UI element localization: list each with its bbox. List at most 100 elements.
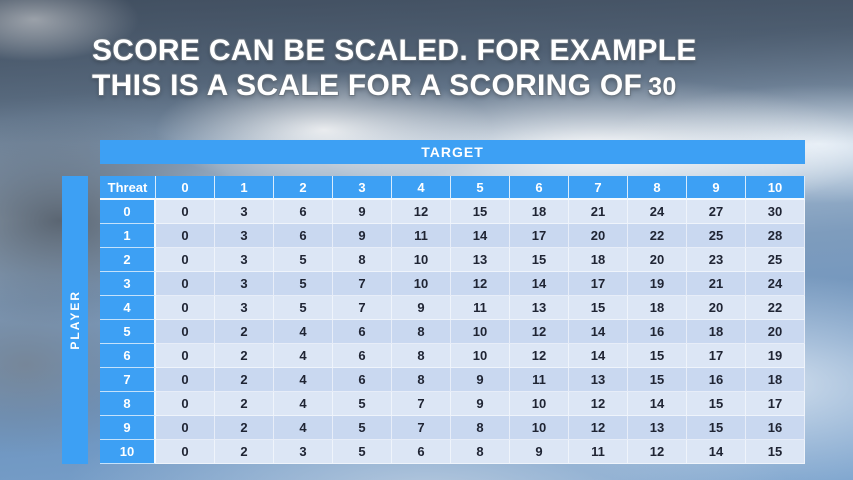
threat-row-header: 2	[100, 248, 156, 272]
target-col-header: 1	[215, 176, 274, 200]
table-cell: 2	[215, 416, 274, 440]
table-cell: 3	[215, 296, 274, 320]
table-cell: 6	[274, 200, 333, 224]
table-cell: 8	[392, 368, 451, 392]
target-col-header: 2	[274, 176, 333, 200]
table-cell: 14	[510, 272, 569, 296]
table-cell: 20	[746, 320, 805, 344]
table-cell: 7	[333, 296, 392, 320]
table-cell: 8	[451, 440, 510, 464]
table-cell: 6	[333, 320, 392, 344]
title-line-1: SCORE CAN BE SCALED. FOR EXAMPLE	[92, 33, 792, 68]
table-cell: 25	[746, 248, 805, 272]
table-cell: 17	[569, 272, 628, 296]
table-cell: 15	[569, 296, 628, 320]
target-col-header: 7	[569, 176, 628, 200]
table-cell: 12	[392, 200, 451, 224]
table-cell: 3	[215, 248, 274, 272]
table-cell: 0	[156, 200, 215, 224]
table-cell: 17	[510, 224, 569, 248]
table-cell: 10	[451, 320, 510, 344]
table-cell: 17	[687, 344, 746, 368]
table-cell: 4	[274, 416, 333, 440]
table-cell: 6	[333, 368, 392, 392]
table-cell: 16	[746, 416, 805, 440]
threat-row-header: 10	[100, 440, 156, 464]
threat-row-header: 4	[100, 296, 156, 320]
target-col-header: 6	[510, 176, 569, 200]
table-cell: 7	[392, 416, 451, 440]
table-cell: 3	[215, 272, 274, 296]
table-cell: 15	[628, 368, 687, 392]
target-col-header: 9	[687, 176, 746, 200]
table-cell: 2	[215, 344, 274, 368]
table-cell: 0	[156, 320, 215, 344]
table-cell: 9	[451, 368, 510, 392]
table-cell: 22	[746, 296, 805, 320]
target-col-header: 4	[392, 176, 451, 200]
table-cell: 28	[746, 224, 805, 248]
table-cell: 6	[274, 224, 333, 248]
table-cell: 14	[569, 344, 628, 368]
target-col-header: 5	[451, 176, 510, 200]
table-cell: 30	[746, 200, 805, 224]
table-cell: 13	[451, 248, 510, 272]
table-cell: 7	[392, 392, 451, 416]
table-cell: 19	[746, 344, 805, 368]
threat-row-header: 9	[100, 416, 156, 440]
table-cell: 14	[451, 224, 510, 248]
table-cell: 22	[628, 224, 687, 248]
table-cell: 25	[687, 224, 746, 248]
table-cell: 14	[628, 392, 687, 416]
table-cell: 19	[628, 272, 687, 296]
slide-title: SCORE CAN BE SCALED. FOR EXAMPLE THIS IS…	[92, 33, 792, 104]
title-scale-number: 30	[648, 73, 677, 102]
table-cell: 21	[687, 272, 746, 296]
table-cell: 9	[451, 392, 510, 416]
table-cell: 0	[156, 416, 215, 440]
table-cell: 18	[569, 248, 628, 272]
table-cell: 11	[451, 296, 510, 320]
table-cell: 5	[333, 392, 392, 416]
table-cell: 12	[451, 272, 510, 296]
table-cell: 6	[392, 440, 451, 464]
table-cell: 9	[392, 296, 451, 320]
table-cell: 15	[687, 392, 746, 416]
table-cell: 11	[392, 224, 451, 248]
table-cell: 20	[687, 296, 746, 320]
table-cell: 21	[569, 200, 628, 224]
threat-row-header: 7	[100, 368, 156, 392]
table-cell: 24	[746, 272, 805, 296]
table-cell: 13	[569, 368, 628, 392]
target-label: TARGET	[421, 144, 484, 160]
table-cell: 23	[687, 248, 746, 272]
table-cell: 15	[687, 416, 746, 440]
table-cell: 12	[510, 344, 569, 368]
table-cell: 8	[333, 248, 392, 272]
table-cell: 0	[156, 248, 215, 272]
table-cell: 20	[569, 224, 628, 248]
table-cell: 10	[510, 416, 569, 440]
table-cell: 6	[333, 344, 392, 368]
target-col-header: 0	[156, 176, 215, 200]
table-cell: 15	[746, 440, 805, 464]
table-cell: 2	[215, 320, 274, 344]
target-col-header: 10	[746, 176, 805, 200]
table-cell: 4	[274, 392, 333, 416]
table-cell: 0	[156, 368, 215, 392]
table-cell: 12	[569, 392, 628, 416]
threat-row-header: 3	[100, 272, 156, 296]
table-cell: 10	[451, 344, 510, 368]
player-label: PLAYER	[68, 290, 82, 350]
target-col-header: 3	[333, 176, 392, 200]
table-cell: 5	[274, 296, 333, 320]
table-cell: 0	[156, 440, 215, 464]
table-cell: 12	[510, 320, 569, 344]
threat-row-header: 8	[100, 392, 156, 416]
table-cell: 15	[510, 248, 569, 272]
table-cell: 18	[628, 296, 687, 320]
table-cell: 5	[274, 248, 333, 272]
table-cell: 10	[392, 248, 451, 272]
table-cell: 5	[333, 416, 392, 440]
